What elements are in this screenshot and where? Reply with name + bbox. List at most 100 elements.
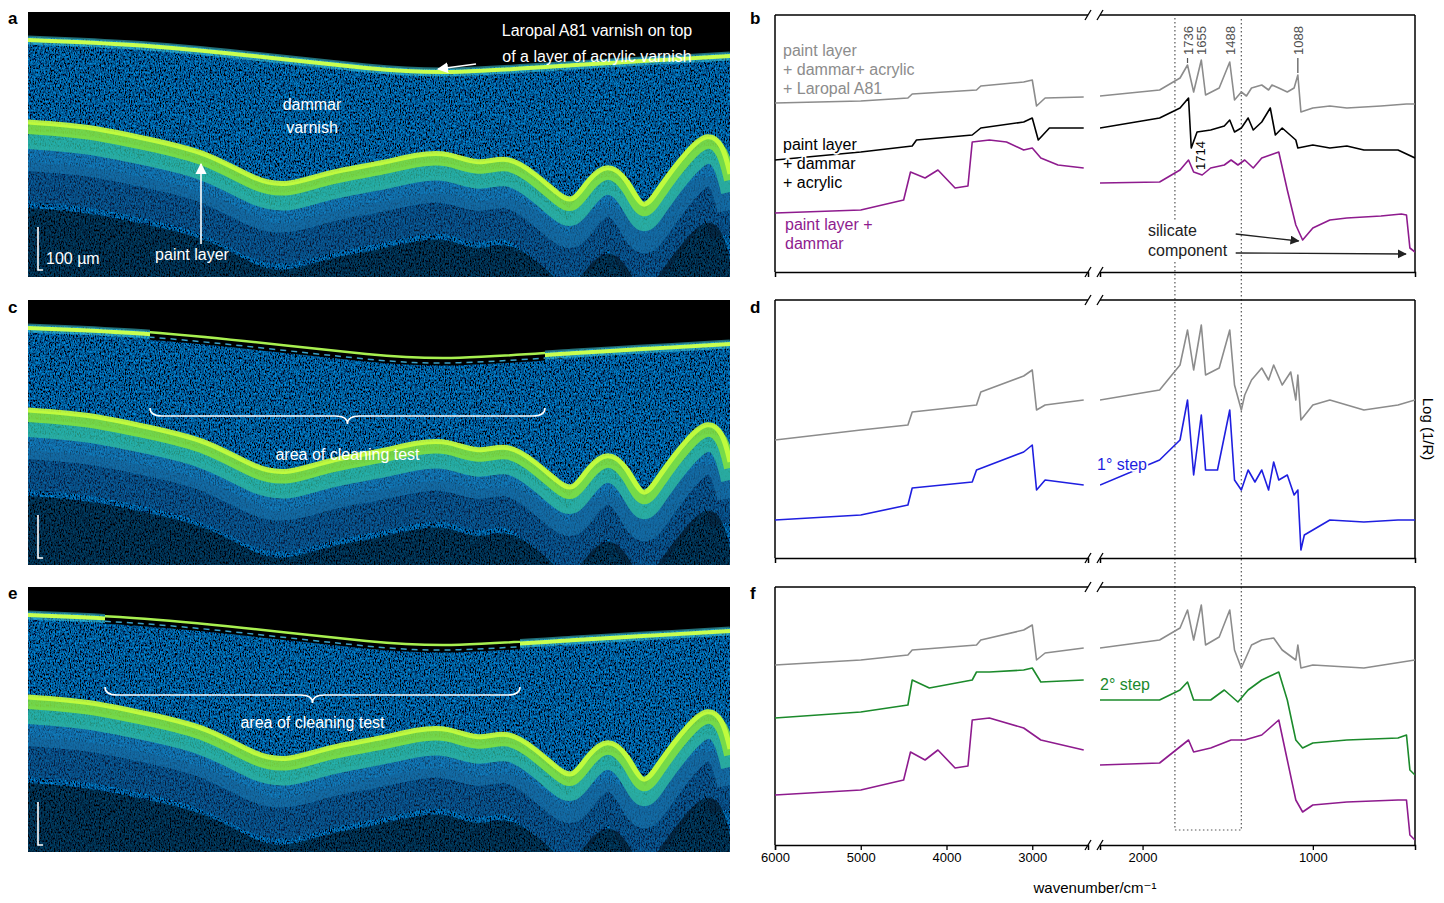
spectrum-line (1100, 400, 1415, 550)
panel-letter-line: c (8, 298, 17, 317)
callout-arrow (1236, 234, 1299, 241)
panel-letter-line: f (750, 584, 756, 603)
oct-panel: Laropal A81 varnish on top of a layer of … (28, 12, 730, 290)
varnish-line (28, 40, 730, 72)
spectrum-panel: paint layer+ dammar+ acrylic+ Laropal A8… (775, 10, 1416, 277)
tick: 5000 (847, 845, 876, 865)
plot-frame (774, 15, 776, 272)
peak-label: 1488 (1223, 26, 1238, 55)
panel-letter-line: d (750, 298, 760, 317)
x-axis: 2000 1000 (1101, 845, 1416, 865)
scale-bar-label-line: 100 µm (46, 250, 100, 267)
axis-line (1101, 559, 1416, 564)
tick-label: 4000 (933, 850, 962, 865)
tick-label: 2000 (1129, 850, 1158, 865)
spectrum-line (1100, 325, 1415, 420)
axis-line (776, 559, 1089, 564)
image-label-line: dammar (283, 96, 342, 113)
air (28, 12, 730, 69)
paint-depth (28, 208, 730, 277)
tick: 4000 (933, 845, 962, 865)
series-label-line: paint layer (783, 136, 857, 153)
plot-area (1100, 605, 1415, 840)
spectrum-line (775, 718, 1084, 795)
peak-label: 1655 (1194, 26, 1209, 55)
axis-line (776, 273, 1089, 278)
plot-area (775, 80, 1084, 213)
tick: 6000 (761, 845, 790, 865)
plot-frame (1100, 586, 1415, 588)
x-axis (776, 559, 1089, 564)
peak-label: 1088 (1291, 26, 1306, 55)
panel-letter: f (750, 584, 756, 603)
figure: Laropal A81 varnish on top of a layer of … (0, 0, 1444, 903)
scale-bar-label: 100 µm (46, 250, 100, 267)
spectrum-line (775, 370, 1084, 440)
paint-layer-band (28, 697, 730, 779)
spectrum-line (1100, 60, 1415, 112)
image-label: dammarvarnish (283, 96, 342, 136)
peak-marker (1187, 58, 1188, 63)
panel-letter: d (750, 298, 760, 317)
x-axis (1101, 273, 1416, 278)
axis-break (1097, 295, 1103, 305)
x-axis (776, 273, 1089, 278)
tick-label: 5000 (847, 850, 876, 865)
varnish-glow (28, 40, 730, 72)
scale-bar (38, 227, 43, 270)
oct-panel: area of cleaning test (28, 587, 730, 865)
peak-label: 1714 (1193, 141, 1208, 170)
bracket-label-line: area of cleaning test (275, 446, 420, 463)
image-label-line: of a layer of acrylic varnish (502, 48, 691, 65)
callout-arrow (1236, 253, 1406, 254)
panel-letter: e (8, 584, 17, 603)
spectrum-panel: 1° step Log (1/R) (775, 295, 1437, 563)
series-label: 1° step (1097, 456, 1147, 473)
label-arrow (200, 164, 202, 244)
callout-label-line: silicate (1148, 222, 1197, 239)
cleaned-surface (105, 613, 520, 645)
spectrum-line (1100, 720, 1415, 840)
series-label-line: + Laropal A81 (783, 80, 882, 97)
plot-frame (775, 586, 1088, 588)
cleaned-area (150, 326, 545, 363)
axis-break (1085, 582, 1091, 592)
axis-break (1097, 582, 1103, 592)
plot-area (1100, 325, 1415, 550)
panel-letter: a (8, 9, 18, 28)
paint-layer-band (28, 122, 730, 204)
paint-layer-band (28, 703, 730, 785)
label-ground (1146, 221, 1230, 260)
cleaned-gap (150, 328, 545, 360)
spectrum-line (1100, 672, 1415, 775)
bracket-label: area of cleaning test (240, 714, 385, 731)
label-arrow (438, 64, 476, 69)
spectrum-line (1100, 152, 1415, 252)
axis-break (1097, 10, 1103, 20)
panel-letter: c (8, 298, 17, 317)
plot-frame (775, 14, 1088, 16)
plot-frame (1100, 299, 1415, 301)
plot-frame (1100, 14, 1415, 16)
series-label: paint layer +dammar (785, 216, 873, 252)
spectrum-line (1100, 98, 1415, 158)
y-axis-title: Log (1/R) (1420, 398, 1437, 461)
paint-depth (28, 496, 730, 565)
panel-letter-line: b (750, 9, 760, 28)
image-label-line: Laropal A81 varnish on top (502, 22, 692, 39)
x-axis-title: wavenumber/cm⁻¹ (1033, 879, 1157, 896)
series-label: paint layer+ dammar+ acrylic (783, 136, 857, 191)
series-label-line: + dammar+ acrylic (783, 61, 915, 78)
callout-label-line: component (1148, 242, 1228, 259)
bracket (105, 687, 520, 703)
series-label-line: 1° step (1097, 456, 1147, 473)
plot-frame (1414, 15, 1416, 272)
oct-image (28, 587, 730, 852)
scale-bar (38, 802, 43, 845)
paint-depth (28, 783, 730, 852)
paint-layer-band (28, 128, 730, 210)
tick-label: 1000 (1299, 850, 1328, 865)
paint-layer-band (28, 416, 730, 498)
panel-letter-line: e (8, 584, 17, 603)
plot-frame (774, 587, 776, 845)
